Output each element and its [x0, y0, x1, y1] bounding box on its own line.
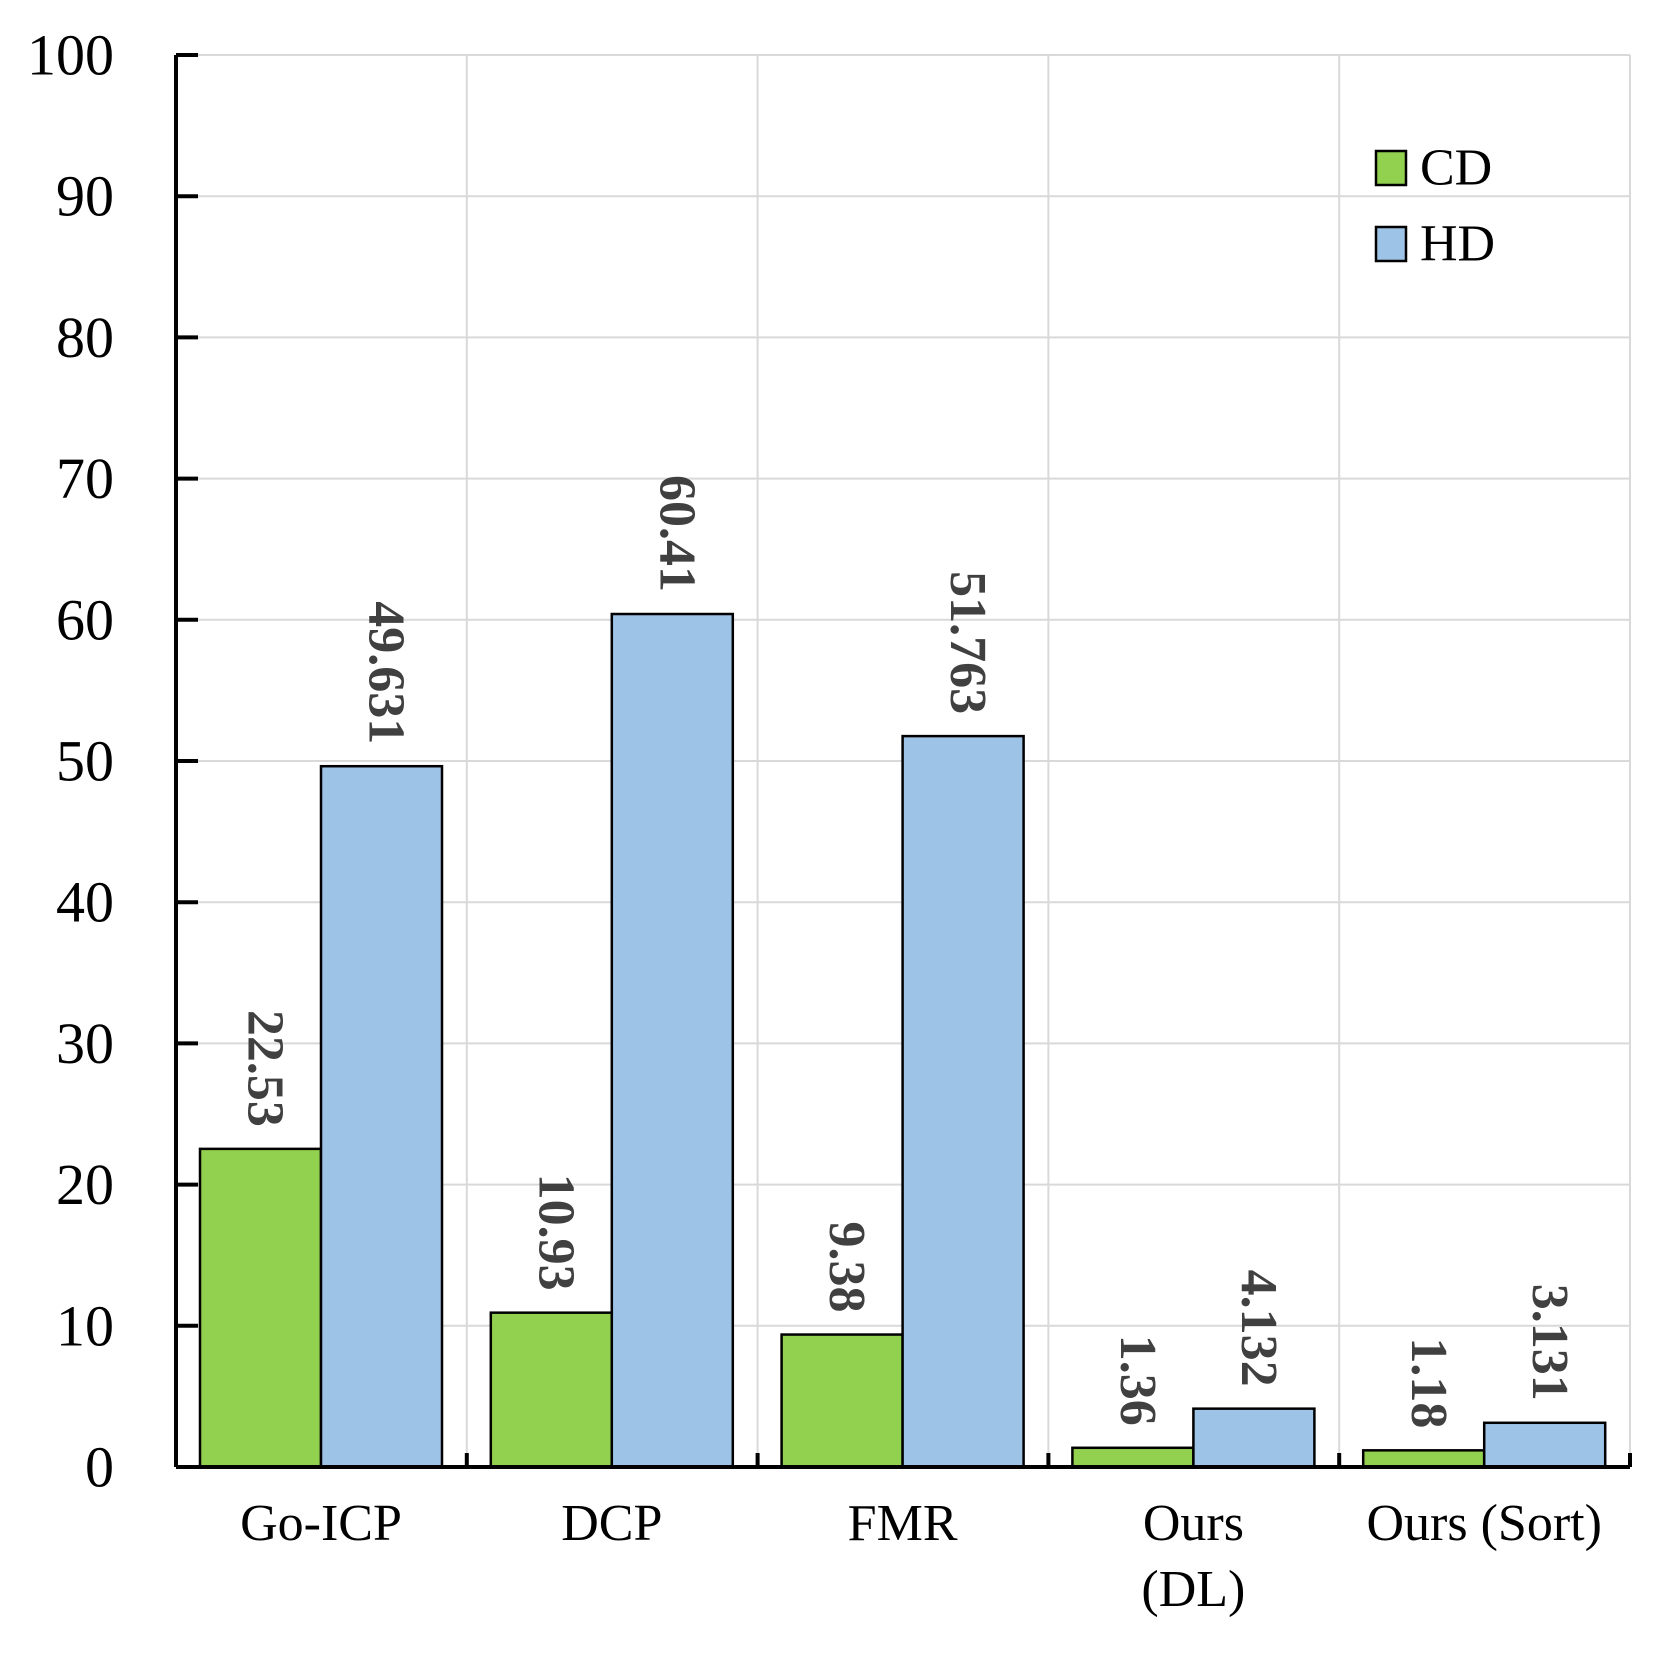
data-label-hd-2: 51.763	[939, 571, 996, 714]
data-label-cd-3: 1.36	[1109, 1335, 1166, 1426]
bars	[198, 612, 1607, 1469]
y-tick-label-70: 70	[56, 446, 114, 511]
y-tick-label-40: 40	[56, 870, 114, 935]
data-label-cd-0: 22.53	[237, 1010, 294, 1127]
y-tick-label-90: 90	[56, 164, 114, 229]
x-category-label-0: Go-ICP	[240, 1495, 402, 1552]
legend: CD HD	[1374, 140, 1495, 273]
data-labels: 22.53 10.93 9.38 1.36 1.18 49.631 60.41 51.763 4…	[237, 475, 1578, 1428]
legend-label-cd: CD	[1420, 140, 1492, 197]
data-label-cd-1: 10.93	[527, 1174, 584, 1291]
bar-hd-0	[319, 764, 444, 1469]
y-tick-label-30: 30	[56, 1011, 114, 1076]
bar-cd-0	[198, 1147, 323, 1469]
data-label-hd-0: 49.631	[358, 601, 415, 744]
x-category-label-4: Ours (Sort)	[1366, 1495, 1601, 1552]
y-tick-label-20: 20	[56, 1152, 114, 1217]
data-label-hd-4: 3.131	[1521, 1284, 1578, 1401]
bar-cd-1	[489, 1311, 614, 1469]
x-category-label-2: FMR	[848, 1495, 958, 1552]
y-tick-label-60: 60	[56, 587, 114, 652]
axes: 0 10 20 30 40 50 60 70 80 90 100 Go-ICP DCP FMR Ours (D…	[27, 23, 1632, 1618]
y-tick-label-100: 100	[27, 23, 114, 88]
data-label-hd-1: 60.41	[648, 475, 705, 592]
legend-swatch-cd	[1374, 149, 1408, 187]
x-category-label-3-line-1: (DL)	[1141, 1561, 1245, 1618]
y-tick-label-10: 10	[56, 1293, 114, 1358]
y-tick-label-50: 50	[56, 729, 114, 794]
data-label-cd-2: 9.38	[818, 1222, 875, 1313]
y-tick-label-80: 80	[56, 305, 114, 370]
data-label-cd-4: 1.18	[1400, 1337, 1457, 1428]
bar-cd-4	[1361, 1449, 1486, 1469]
y-tick-label-0: 0	[85, 1435, 114, 1500]
data-label-hd-3: 4.132	[1230, 1270, 1287, 1387]
bar-hd-1	[610, 612, 735, 1469]
legend-label-hd: HD	[1420, 216, 1495, 273]
bar-hd-4	[1482, 1421, 1607, 1469]
bar-hd-2	[901, 734, 1025, 1469]
bar-cd-3	[1071, 1446, 1195, 1469]
legend-swatch-hd	[1374, 225, 1408, 263]
bar-hd-3	[1192, 1407, 1316, 1469]
x-category-label-3-line-0: Ours	[1143, 1495, 1244, 1552]
bar-cd-2	[780, 1333, 904, 1469]
x-category-label-1: DCP	[561, 1495, 662, 1552]
